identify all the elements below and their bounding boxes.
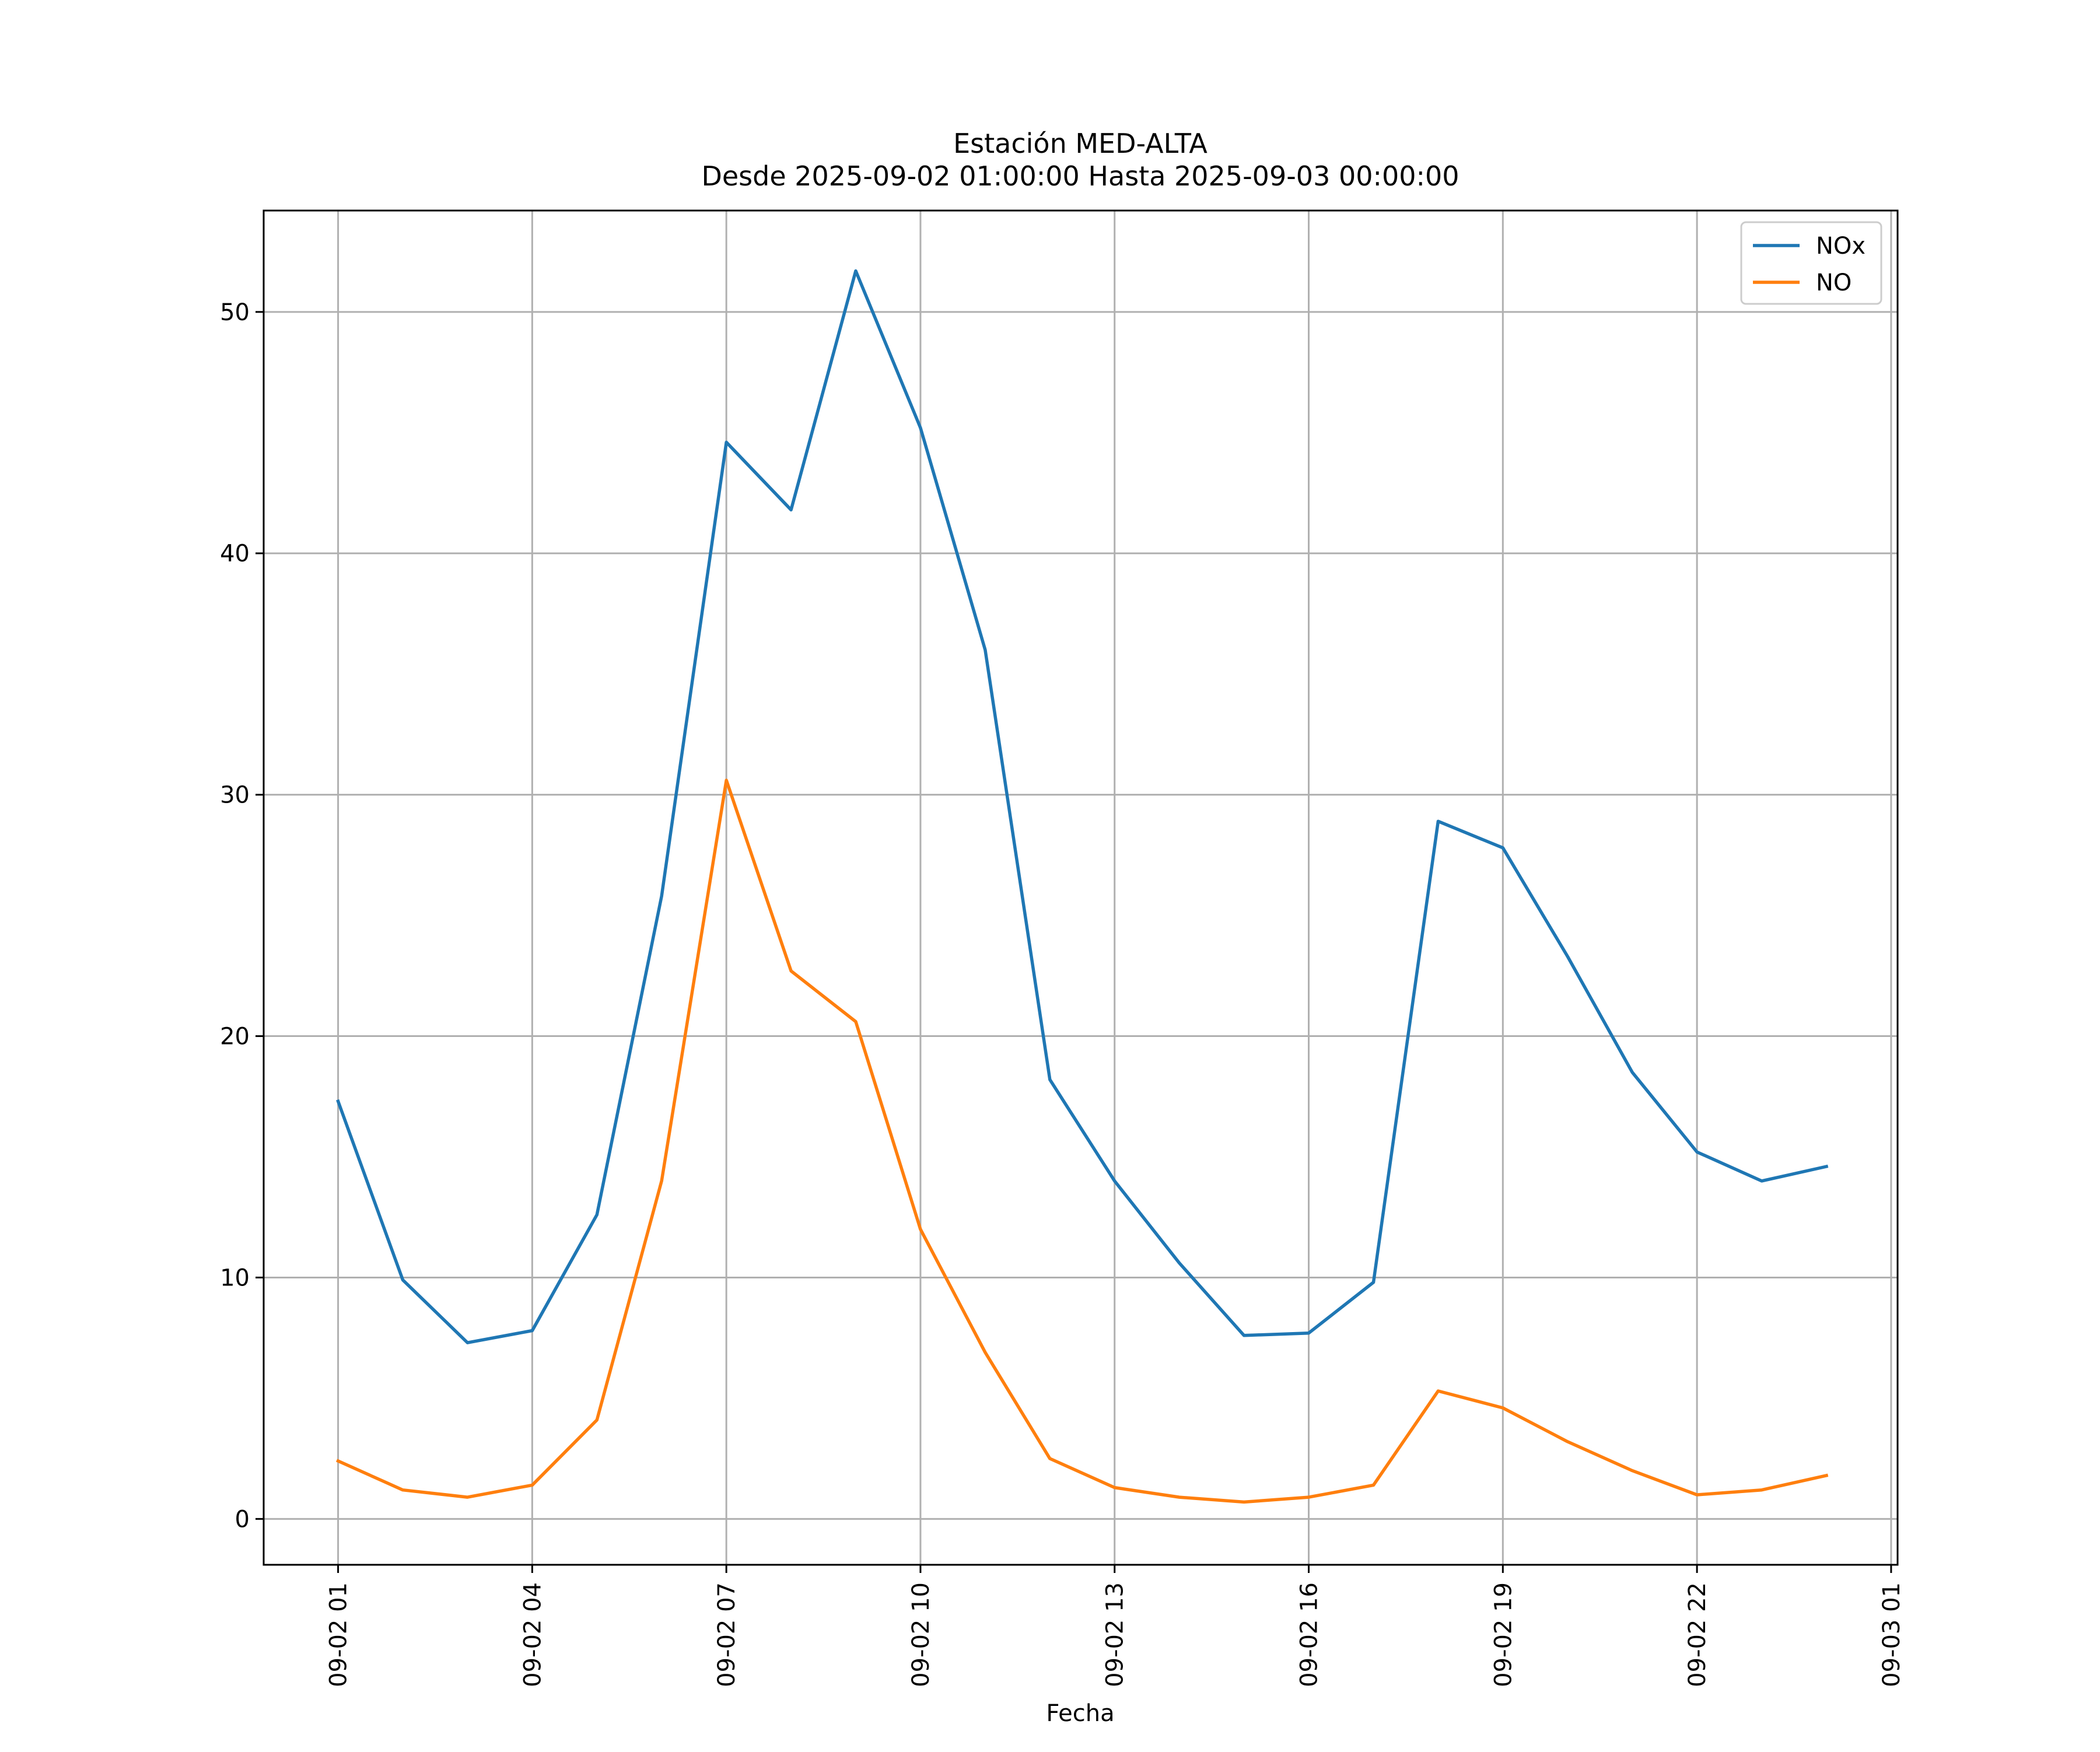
y-tick-label: 50 [220, 299, 250, 326]
x-tick-label: 09-03 01 [1878, 1582, 1905, 1687]
x-tick-label: 09-02 22 [1684, 1582, 1711, 1687]
y-tick-label: 30 [220, 782, 250, 809]
y-tick-label: 20 [220, 1024, 250, 1050]
series-line-nox [336, 269, 1829, 1344]
x-tick-label: 09-02 01 [326, 1582, 352, 1687]
x-tick-label: 09-02 16 [1296, 1582, 1323, 1687]
x-tick-label: 09-02 13 [1102, 1582, 1129, 1687]
legend: NOx NO [1740, 221, 1882, 305]
axes: 0 10 20 30 40 50 09-02 01 09-02 04 09-02 07 09-02… [220, 299, 1905, 1687]
plot-frame [262, 209, 1899, 1566]
legend-label-no: NO [1816, 269, 1852, 296]
y-tick-label: 10 [220, 1264, 250, 1291]
grid [264, 211, 1898, 1565]
series-line-no [335, 779, 1829, 1504]
x-tick-label: 09-02 10 [908, 1582, 935, 1687]
x-tick-label: 09-02 19 [1490, 1582, 1517, 1687]
y-tick-label: 0 [235, 1506, 250, 1533]
chart-title: Estación MED-ALTA [953, 128, 1208, 159]
x-tick-label: 09-02 04 [519, 1582, 546, 1687]
x-tick-label: 09-02 07 [713, 1582, 740, 1687]
y-tick-label: 40 [220, 541, 250, 567]
legend-label-nox: NOx [1816, 233, 1866, 260]
x-axis-label: Fecha [1046, 1700, 1114, 1727]
chart-subtitle: Desde 2025-09-02 01:00:00 Hasta 2025-09-… [701, 160, 1459, 192]
series-lines [335, 269, 1829, 1504]
